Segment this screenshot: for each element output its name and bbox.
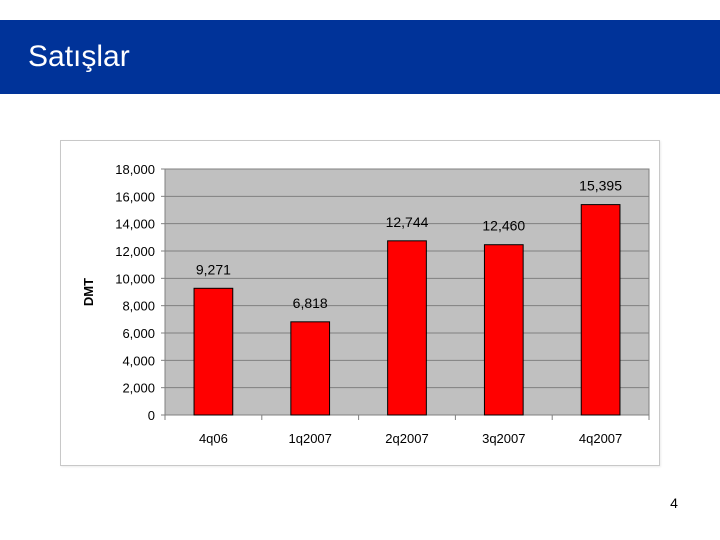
y-tick-label: 0 [148,408,155,423]
chart-frame: 9,271 6,818 12,744 12,460 15,395 0 2,000 4,000… [60,140,660,466]
y-tick-label: 10,000 [115,271,155,286]
bar [193,287,234,416]
y-tick-label: 14,000 [115,217,155,232]
bar-value-label: 6,818 [293,295,328,311]
y-tick-label: 12,000 [115,244,155,259]
x-tick-label: 3q2007 [482,431,525,446]
y-tick-label: 8,000 [122,299,155,314]
page-number: 4 [670,495,678,511]
bar-value-label: 12,744 [386,214,429,230]
x-tick-label: 2q2007 [385,431,428,446]
title-bar: Satışlar [0,20,720,94]
x-tick-label: 4q06 [199,431,228,446]
y-tick-label: 16,000 [115,189,155,204]
x-tick-label: 4q2007 [579,431,622,446]
bar [290,321,331,416]
slide-title: Satışlar [28,40,130,73]
bar-value-label: 15,395 [579,178,622,194]
y-axis-label: DMT [81,278,96,306]
bar [580,204,621,416]
bar-value-label: 9,271 [196,261,231,277]
bar-chart: 9,271 6,818 12,744 12,460 15,395 0 2,000 4,000… [81,162,650,446]
bar [483,244,524,416]
bar [387,240,427,416]
y-tick-label: 4,000 [122,353,155,368]
y-tick-label: 2,000 [122,381,155,396]
y-tick-label: 6,000 [122,326,155,341]
x-tick-label: 1q2007 [289,431,332,446]
bar-value-label: 12,460 [482,218,525,234]
y-tick-label: 18,000 [115,162,155,177]
